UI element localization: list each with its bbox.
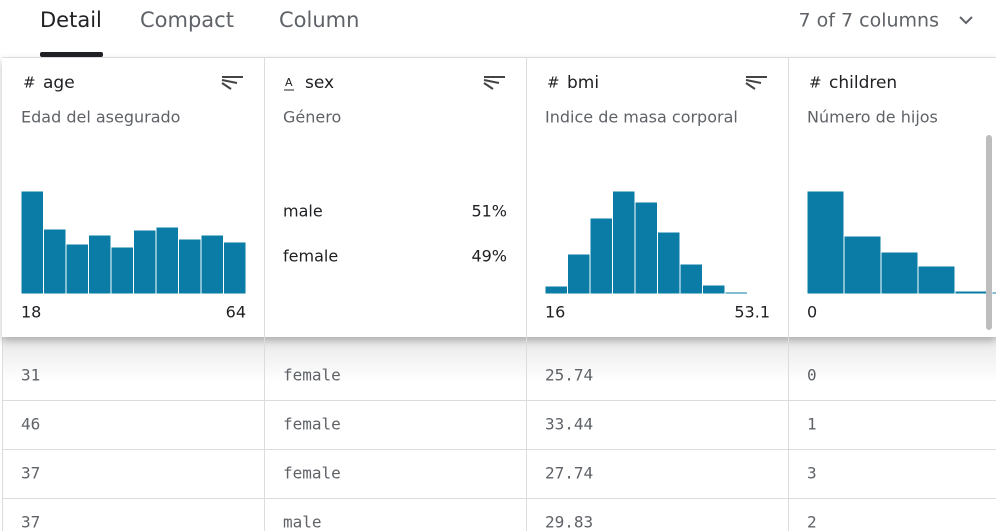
range-min: 0 [807,303,817,322]
cell: female [283,464,341,483]
column-count[interactable]: 7 of 7 columns [799,10,939,32]
type-icon: # [809,74,822,92]
range-min: 18 [21,303,41,322]
tab[interactable]: Detail [40,8,102,32]
tab-indicator [40,52,103,57]
histogram-bar [88,234,112,295]
histogram-bar [544,285,568,295]
range-min: 16 [545,303,565,322]
cell: 31 [21,366,40,385]
sort-icon[interactable] [221,79,238,84]
histogram-bar [110,246,134,295]
cell: 1 [807,415,817,434]
column-description: Género [283,108,341,127]
histogram-bar [880,251,919,295]
histogram-bar [155,226,179,295]
column-name: children [829,73,897,93]
histogram-bar [991,291,996,295]
cell: 27.74 [545,464,593,483]
tab[interactable]: Compact [140,8,234,32]
column-description: Número de hijos [807,108,938,127]
type-icon: # [547,74,560,92]
category-label: female [283,247,338,266]
cell: 37 [21,464,40,483]
histogram-bar [20,190,44,295]
histogram-bar [806,190,845,295]
sort-icon[interactable] [483,79,500,84]
type-icon: # [23,74,36,92]
histogram-bar [657,231,681,295]
tabs: Detail Compact Column [40,8,359,32]
sort-icon[interactable] [745,82,756,90]
cell: 46 [21,415,40,434]
histogram-bar [917,265,956,295]
histogram-bar [223,241,247,295]
header-card [2,57,996,337]
cell: 0 [807,366,817,385]
histogram-bar [724,291,748,295]
cell: 2 [807,513,817,531]
column-name: age [43,73,75,93]
histogram-bar [702,284,726,295]
sort-icon[interactable] [483,82,494,90]
histogram-bar [589,217,613,295]
histogram-bar [612,190,636,295]
category-label: male [283,202,323,221]
histogram-bar [65,243,89,295]
column-description: Edad del asegurado [21,108,180,127]
cell: 3 [807,464,817,483]
category-percent: 51% [471,202,507,221]
scrollbar[interactable] [986,135,992,330]
column-name: bmi [567,73,599,93]
sort-icon[interactable] [745,79,762,84]
dropdown-chevron[interactable] [959,16,973,25]
histogram-bar [567,253,591,295]
histogram-bar [133,229,157,295]
column-description: Indice de masa corporal [545,108,738,127]
cell: female [283,366,341,385]
columns: # age Edad del asegurado 18 64 A sex Género male… [20,57,996,531]
cell: 37 [21,513,40,531]
cell: male [283,513,322,531]
cell: 29.83 [545,513,593,531]
cell: 33.44 [545,415,593,434]
cell: 25.74 [545,366,593,385]
type-icon: A [285,76,293,89]
tab[interactable]: Column [279,8,359,32]
scroll-fade [2,337,996,382]
column-name: sex [305,73,334,93]
sort-icon[interactable] [221,82,232,90]
category-percent: 49% [471,247,507,266]
histogram-bar [634,201,658,295]
range-max: 64 [226,303,246,322]
histogram-bar [747,292,771,295]
range-max: 53.1 [734,303,770,322]
histogram-bar [178,238,202,295]
cell: female [283,415,341,434]
histogram-bar [843,235,882,295]
histogram-bar [43,228,67,295]
histogram-bar [200,234,224,295]
histogram-bar [679,263,703,295]
